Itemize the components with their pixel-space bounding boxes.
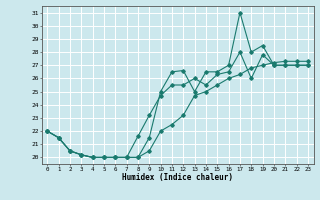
X-axis label: Humidex (Indice chaleur): Humidex (Indice chaleur) bbox=[122, 173, 233, 182]
